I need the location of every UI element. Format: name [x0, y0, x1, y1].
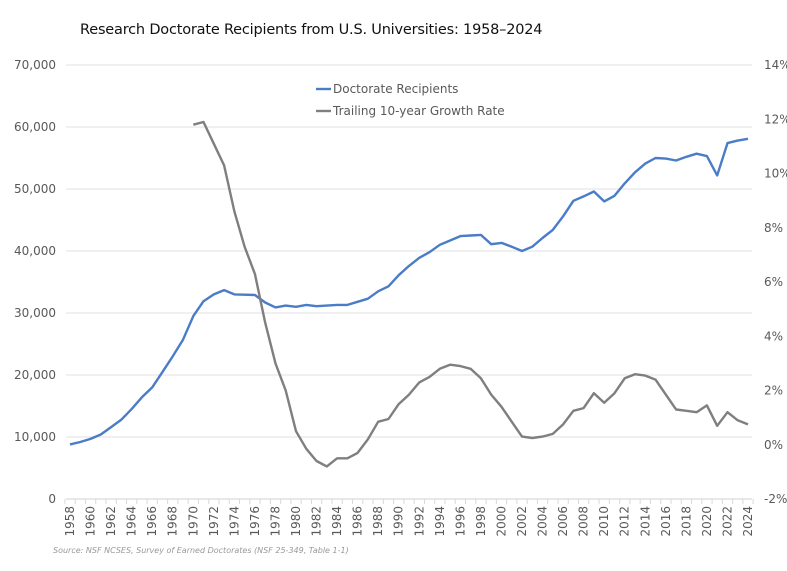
x-tick-label: 1962 — [104, 506, 118, 537]
x-tick-label: 1998 — [474, 506, 488, 537]
y-left-tick-label: 0 — [48, 492, 56, 506]
x-tick-label: 2008 — [577, 506, 591, 537]
y-right-tick-label: 10% — [764, 167, 787, 181]
x-tick-label: 2006 — [556, 506, 570, 537]
y-left-tick-label: 10,000 — [14, 430, 56, 444]
x-tick-label: 2018 — [679, 506, 693, 537]
y-right-tick-label: 12% — [764, 112, 787, 126]
y-right-tick-label: 4% — [764, 329, 783, 343]
source-note: Source: NSF NCSES, Survey of Earned Doct… — [53, 546, 349, 555]
x-tick-label: 2014 — [638, 506, 652, 537]
x-tick-label: 2010 — [597, 506, 611, 537]
y-left-tick-label: 30,000 — [14, 306, 56, 320]
x-tick-label: 1988 — [371, 506, 385, 537]
x-tick-label: 1994 — [433, 506, 447, 537]
series-line-doctorate-recipients — [69, 137, 749, 446]
y-left-tick-label: 70,000 — [14, 58, 56, 72]
x-tick-label: 1980 — [289, 506, 303, 537]
legend-label: Doctorate Recipients — [333, 82, 458, 96]
x-tick-label: 2004 — [536, 506, 550, 537]
x-tick-label: 2022 — [720, 506, 734, 537]
series-line-growth-rate — [192, 120, 749, 468]
y-right-tick-label: 6% — [764, 275, 783, 289]
y-left-tick-label: 60,000 — [14, 120, 56, 134]
y-left-tick-label: 40,000 — [14, 244, 56, 258]
x-tick-label: 1968 — [166, 506, 180, 537]
x-tick-label: 1970 — [186, 506, 200, 537]
x-tick-label: 1986 — [351, 506, 365, 537]
y-right-tick-label: -2% — [764, 492, 787, 506]
x-tick-label: 1990 — [392, 506, 406, 537]
x-tick-label: 1984 — [330, 506, 344, 537]
y-right-tick-label: 2% — [764, 384, 783, 398]
legend-label: Trailing 10-year Growth Rate — [332, 104, 505, 118]
x-tick-label: 1982 — [310, 506, 324, 537]
y-left-tick-label: 50,000 — [14, 182, 56, 196]
x-tick-label: 1972 — [207, 506, 221, 537]
x-tick-label: 1966 — [145, 506, 159, 537]
x-tick-label: 2002 — [515, 506, 529, 537]
x-tick-label: 2024 — [741, 506, 755, 537]
x-tick-label: 2000 — [494, 506, 508, 537]
y-right-tick-label: 8% — [764, 221, 783, 235]
x-tick-label: 1974 — [227, 506, 241, 537]
x-tick-label: 1976 — [248, 506, 262, 537]
x-tick-label: 1996 — [453, 506, 467, 537]
y-right-tick-label: 14% — [764, 58, 787, 72]
x-tick-label: 2016 — [659, 506, 673, 537]
x-tick-label: 1960 — [84, 506, 98, 537]
x-tick-label: 2020 — [700, 506, 714, 537]
x-tick-label: 1978 — [268, 506, 282, 537]
x-tick-label: 1964 — [125, 506, 139, 537]
chart-title: Research Doctorate Recipients from U.S. … — [80, 22, 543, 38]
y-left-tick-label: 20,000 — [14, 368, 56, 382]
x-tick-label: 1992 — [412, 506, 426, 537]
y-right-tick-label: 0% — [764, 438, 783, 452]
x-tick-label: 1958 — [63, 506, 77, 537]
x-tick-label: 2012 — [618, 506, 632, 537]
